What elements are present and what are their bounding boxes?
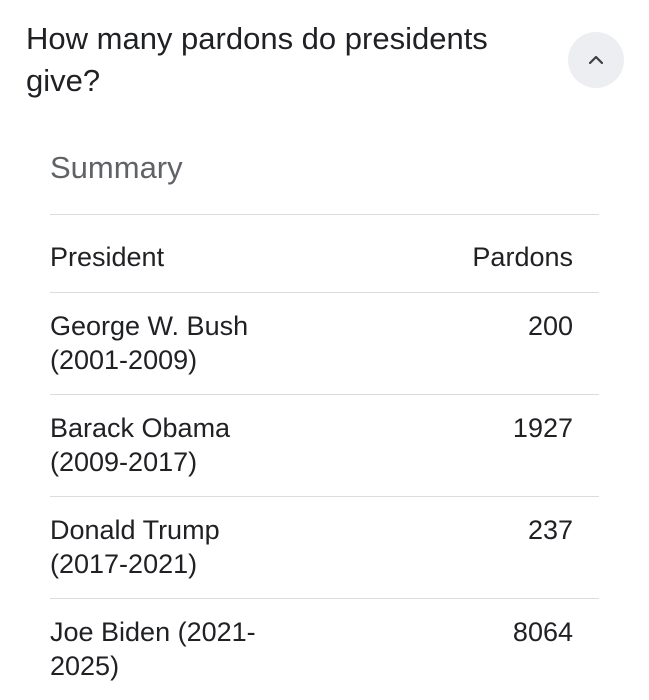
president-name-cell: Joe Biden (2021- 2025) [50,615,290,683]
column-header-president: President [50,242,165,272]
president-name: Barack Obama [50,413,231,443]
table-row: Donald Trump (2017-2021) 237 [50,496,599,598]
pardons-count: 237 [527,515,573,545]
column-header-pardons: Pardons [472,242,573,272]
pardons-table: President Pardons George W. Bush (2001-2… [50,214,599,700]
pardons-count: 200 [527,311,573,341]
chevron-up-icon [588,55,604,65]
president-name: Donald Trump [50,515,220,545]
president-name: Joe Biden (2021- [50,617,256,647]
president-name-cell: George W. Bush (2001-2009) [50,309,290,377]
table-row: Joe Biden (2021- 2025) 8064 [50,598,599,700]
question-title: How many pardons do presidents give? [26,21,488,98]
pardons-count: 1927 [512,413,573,443]
president-term: 2025) [50,651,120,681]
president-term: (2017-2021) [50,549,198,579]
collapse-button[interactable] [568,32,624,88]
table-row: Barack Obama (2009-2017) 1927 [50,394,599,496]
pardons-count: 8064 [512,617,573,647]
president-term: (2009-2017) [50,447,198,477]
table-header-row: President Pardons [50,214,599,292]
table-row: George W. Bush (2001-2009) 200 [50,292,599,394]
president-name-cell: Donald Trump (2017-2021) [50,513,290,581]
president-term: (2001-2009) [50,345,198,375]
president-name-cell: Barack Obama (2009-2017) [50,411,290,479]
president-name: George W. Bush [50,311,249,341]
summary-heading: Summary [50,150,183,185]
